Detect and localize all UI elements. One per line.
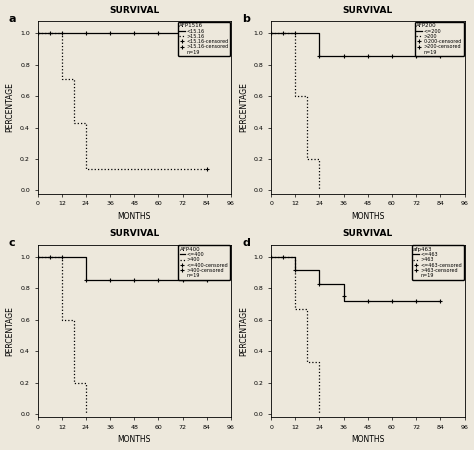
Text: c: c	[9, 238, 15, 248]
Legend: <=463, >463, <=463-censored, >463-censored, n=19: <=463, >463, <=463-censored, >463-censor…	[411, 245, 464, 279]
Legend: <=400, >400, <=400-censored, >400-censored, n=19: <=400, >400, <=400-censored, >400-censor…	[178, 245, 230, 279]
Title: SURVIVAL: SURVIVAL	[109, 229, 159, 238]
Title: SURVIVAL: SURVIVAL	[109, 5, 159, 14]
Y-axis label: PERCENTAGE: PERCENTAGE	[239, 82, 248, 132]
Text: d: d	[242, 238, 250, 248]
Title: SURVIVAL: SURVIVAL	[343, 5, 393, 14]
Legend: <=200, >200, 0-200-censored, >200-censored, n=19: <=200, >200, 0-200-censored, >200-censor…	[415, 22, 464, 56]
Y-axis label: PERCENTAGE: PERCENTAGE	[239, 306, 248, 356]
Title: SURVIVAL: SURVIVAL	[343, 229, 393, 238]
Legend: <15.16, >15.16, <15.16-censored, >15.16-censored, n=19: <15.16, >15.16, <15.16-censored, >15.16-…	[178, 22, 230, 56]
Text: a: a	[9, 14, 16, 24]
Y-axis label: PERCENTAGE: PERCENTAGE	[6, 306, 15, 356]
X-axis label: MONTHS: MONTHS	[118, 436, 151, 445]
Text: b: b	[242, 14, 250, 24]
Y-axis label: PERCENTAGE: PERCENTAGE	[6, 82, 15, 132]
X-axis label: MONTHS: MONTHS	[351, 212, 384, 221]
X-axis label: MONTHS: MONTHS	[351, 436, 384, 445]
X-axis label: MONTHS: MONTHS	[118, 212, 151, 221]
